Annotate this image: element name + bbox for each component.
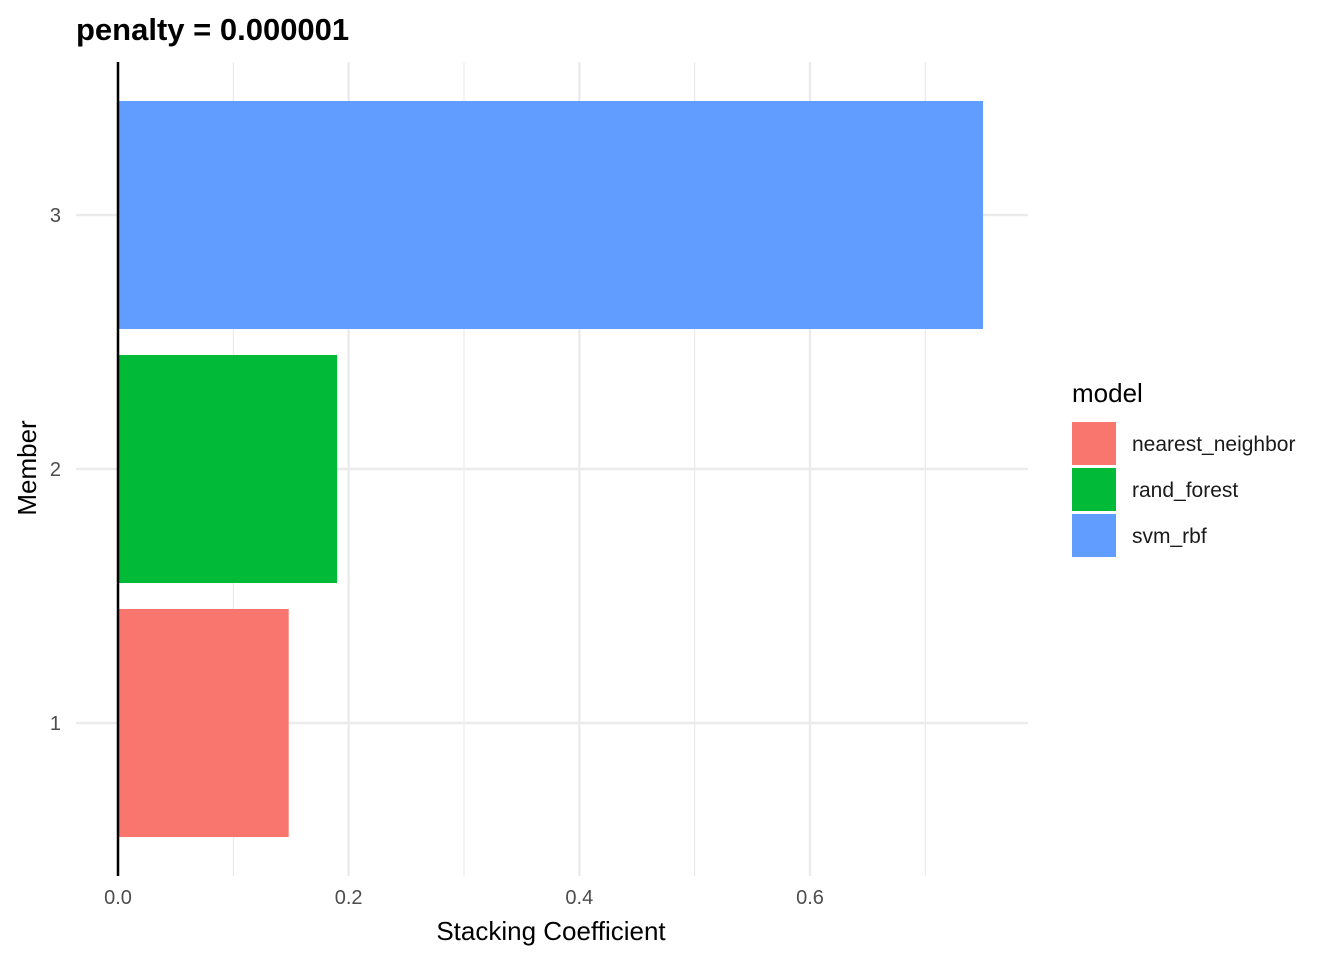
tick-labels: 0.0 0.2 0.4 0.6 1 2 3 [50,205,824,909]
legend-label-svm_rbf: svm_rbf [1132,525,1207,548]
legend-title: model [1072,378,1143,408]
x-tick-label: 0.0 [104,887,132,909]
legend: model nearest_neighbor rand_forest svm_rbf [1072,378,1295,557]
bar-nearest_neighbor [118,609,289,837]
legend-swatch-rand_forest [1072,468,1116,511]
y-axis-title: Member [12,420,42,516]
legend-label-nearest_neighbor: nearest_neighbor [1132,433,1295,456]
x-axis-title: Stacking Coefficient [436,916,666,946]
bars [118,101,983,837]
x-tick-label: 0.2 [335,887,363,909]
bar-svm_rbf [118,101,983,329]
y-tick-label: 1 [50,713,61,735]
legend-swatch-svm_rbf [1072,514,1116,557]
x-tick-label: 0.6 [796,887,824,909]
legend-label-rand_forest: rand_forest [1132,479,1238,502]
y-tick-label: 2 [50,459,61,481]
x-tick-label: 0.4 [565,887,593,909]
legend-swatch-nearest_neighbor [1072,422,1116,465]
bar-rand_forest [118,355,338,583]
y-tick-label: 3 [50,205,61,227]
chart-title: penalty = 0.000001 [76,12,349,47]
